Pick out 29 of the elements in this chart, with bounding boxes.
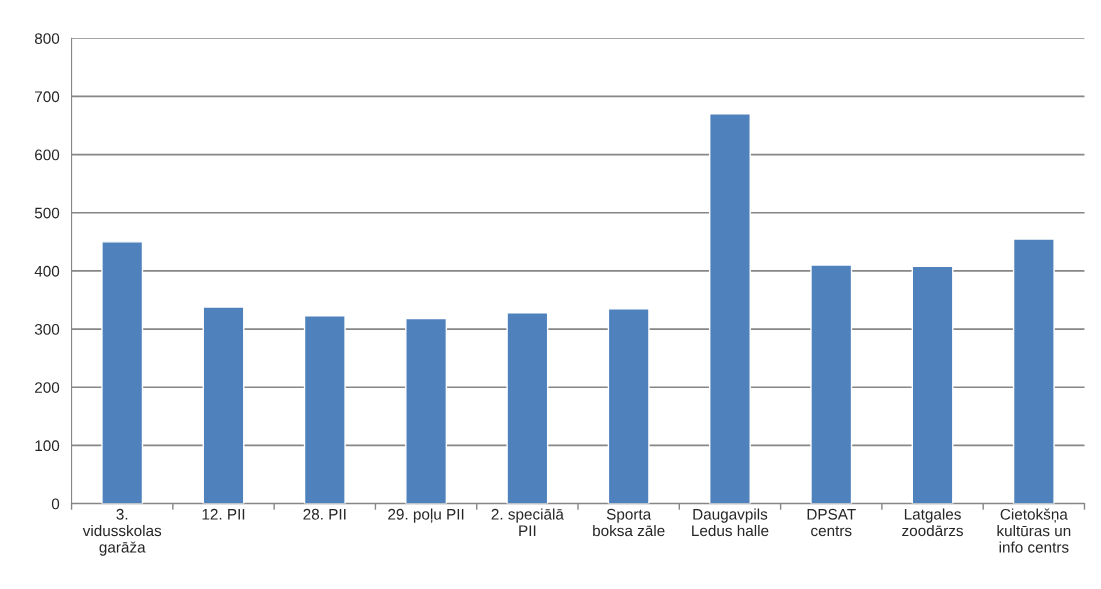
y-tick-label: 100 bbox=[35, 440, 60, 452]
y-tick-label: 800 bbox=[34, 33, 60, 44]
bar bbox=[101, 241, 144, 504]
bar bbox=[202, 306, 245, 504]
y-tick-label: 200 bbox=[35, 382, 60, 393]
x-tick-label: 28. PII bbox=[303, 508, 346, 520]
bar bbox=[911, 265, 954, 504]
bar bbox=[1012, 238, 1055, 504]
y-tick-label: 0 bbox=[51, 498, 60, 510]
bar bbox=[506, 312, 549, 504]
x-tick-label: Daugavpils Ledus halle bbox=[692, 508, 769, 537]
x-tick-label: Sporta boksa zāle bbox=[593, 508, 665, 537]
x-tick-label: 2. speciālā PII bbox=[491, 508, 564, 536]
x-tick-label: 29. poļu PII bbox=[388, 508, 464, 523]
y-tick-label: 500 bbox=[34, 207, 60, 219]
y-tick-label: 600 bbox=[35, 149, 60, 161]
y-tick-label: 700 bbox=[35, 91, 60, 103]
y-tick-label: 400 bbox=[34, 265, 60, 277]
bar bbox=[607, 308, 650, 504]
bar bbox=[303, 315, 346, 504]
y-tick-label: 300 bbox=[34, 323, 60, 335]
x-tick-label: DPSAT centrs bbox=[807, 508, 856, 537]
x-tick-label: 3. vidusskolas garāža bbox=[82, 508, 162, 556]
bar bbox=[405, 317, 448, 504]
x-tick-label: Latgales zoodārzs bbox=[902, 508, 963, 537]
bar bbox=[810, 264, 853, 504]
x-tick-label: Cietokšņa kultūras un info centrs bbox=[997, 508, 1071, 553]
x-tick-label: 12. PII bbox=[202, 508, 245, 520]
bar bbox=[709, 113, 751, 504]
